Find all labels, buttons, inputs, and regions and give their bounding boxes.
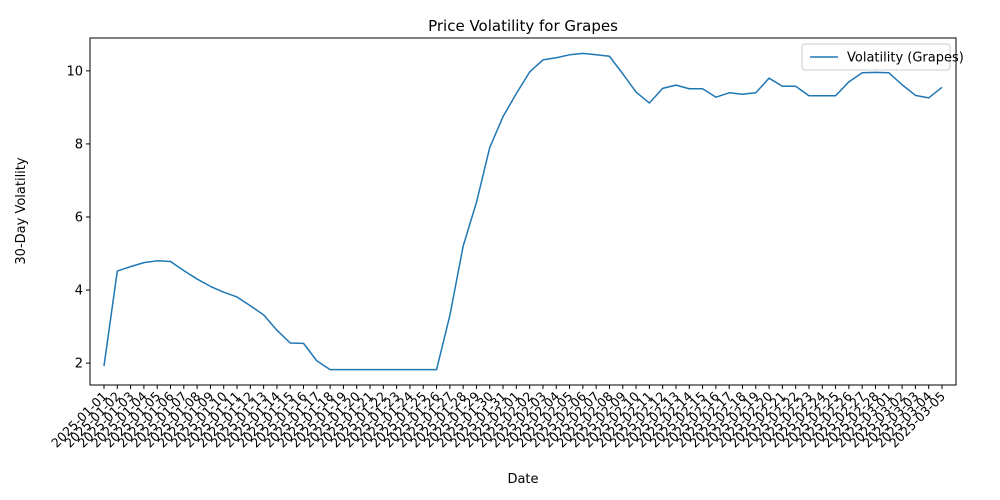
plot-frame bbox=[89, 37, 957, 386]
y-tick-label: 6 bbox=[75, 210, 83, 225]
x-axis: 2025-01-012025-01-022025-01-032025-01-04… bbox=[48, 385, 948, 450]
y-tick-label: 8 bbox=[75, 137, 83, 152]
chart-title: Price Volatility for Grapes bbox=[428, 17, 618, 35]
legend-label: Volatility (Grapes) bbox=[847, 51, 964, 66]
y-tick-label: 2 bbox=[75, 357, 83, 372]
x-axis-label: Date bbox=[507, 472, 538, 487]
y-axis: 2 4 6 8 10 bbox=[66, 64, 90, 372]
legend: Volatility (Grapes) bbox=[801, 43, 964, 71]
y-tick-label: 4 bbox=[75, 284, 83, 299]
series-line-0 bbox=[103, 52, 943, 371]
y-tick-label: 10 bbox=[66, 64, 83, 79]
legend-box bbox=[801, 43, 951, 71]
plot-area bbox=[103, 52, 943, 371]
y-axis-label: 30-Day Volatility bbox=[14, 157, 29, 264]
